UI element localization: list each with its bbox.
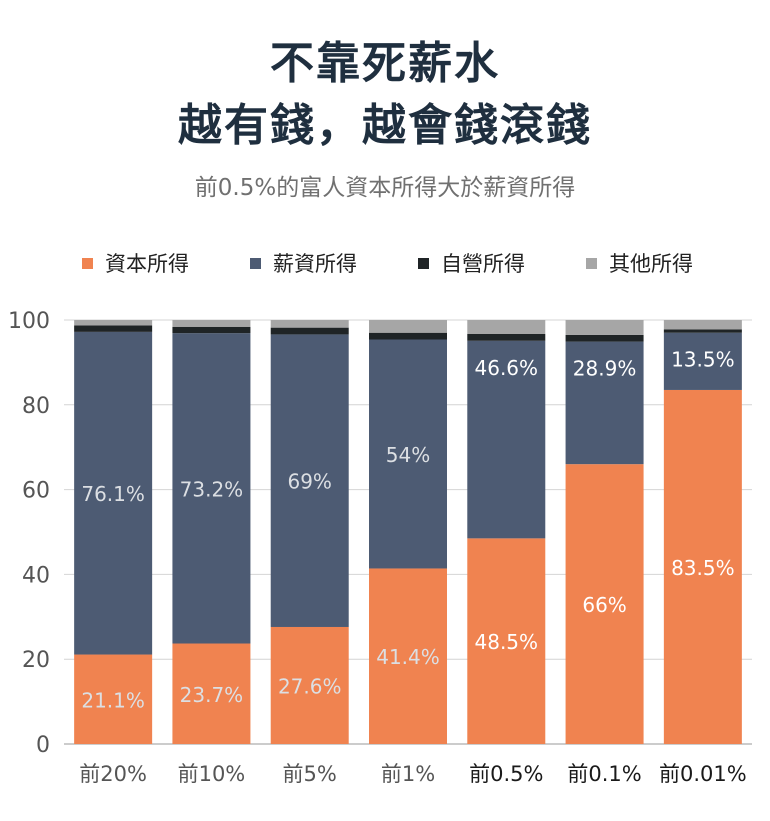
- y-tick-label: 40: [22, 563, 50, 588]
- data-label-salary: 13.5%: [671, 348, 735, 372]
- legend: 資本所得 薪資所得 自營所得 其他所得: [0, 248, 770, 278]
- bar-segment-salary: [369, 339, 447, 569]
- chart-title-line1: 不靠死薪水: [270, 38, 500, 89]
- bar-segment-self-employed: [74, 325, 153, 332]
- y-tick-label: 100: [8, 309, 50, 334]
- x-tick-label: 前1%: [381, 762, 435, 786]
- bar-segment-self-employed: [663, 329, 742, 333]
- data-label-salary: 73.2%: [180, 477, 244, 501]
- bar-segment-salary: [270, 334, 349, 627]
- legend-item-salary: 薪資所得: [250, 248, 357, 278]
- bar-segment-other: [369, 320, 447, 333]
- data-label-capital: 41.4%: [376, 645, 440, 669]
- data-label-capital: 23.7%: [180, 683, 244, 707]
- chart-subtitle: 前0.5%的富人資本所得大於薪資所得: [194, 175, 576, 201]
- x-tick-label: 前0.01%: [659, 762, 747, 786]
- x-tick-label: 前10%: [178, 762, 246, 786]
- bar-segment-salary: [663, 332, 742, 390]
- bar-segment-self-employed: [172, 326, 251, 334]
- x-tick-label: 前20%: [79, 762, 147, 786]
- y-tick-label: 0: [36, 733, 50, 758]
- chart-title-line2: 越有錢，越會錢滾錢: [178, 100, 592, 151]
- legend-swatch-other: [586, 257, 597, 269]
- data-label-salary: 46.6%: [475, 356, 539, 380]
- data-label-capital: 66%: [582, 593, 626, 617]
- legend-label-salary: 薪資所得: [273, 252, 357, 276]
- legend-label-self-employed: 自營所得: [441, 252, 525, 276]
- bar-segment-self-employed: [467, 333, 546, 341]
- legend-item-other: 其他所得: [586, 248, 693, 278]
- legend-swatch-salary: [250, 257, 261, 269]
- bar-segment-capital: [467, 538, 546, 744]
- legend-item-self-employed: 自營所得: [418, 248, 525, 278]
- legend-item-capital: 資本所得: [82, 248, 189, 278]
- bar-segment-capital: [565, 464, 644, 744]
- x-tick-label: 前0.5%: [469, 762, 543, 786]
- bar-segment-self-employed: [270, 327, 349, 335]
- bar-segment-other: [172, 320, 251, 327]
- data-label-salary: 28.9%: [573, 357, 637, 381]
- bar-segment-self-employed: [565, 334, 644, 342]
- bar-segment-salary: [74, 331, 153, 655]
- legend-swatch-capital: [82, 257, 93, 269]
- bar-segment-salary: [565, 341, 644, 465]
- bar-segment-salary: [467, 340, 546, 539]
- bar-segment-capital: [663, 389, 742, 744]
- legend-label-other: 其他所得: [609, 252, 693, 276]
- bar-segment-other: [74, 320, 153, 326]
- bar-segment-capital: [74, 654, 153, 744]
- x-tick-label: 前0.1%: [567, 762, 641, 786]
- data-label-capital: 83.5%: [671, 556, 735, 580]
- bar-segment-other: [270, 320, 349, 328]
- bar-segment-other: [467, 320, 546, 334]
- bar-segment-salary: [172, 333, 251, 644]
- bar-segment-other: [663, 320, 742, 330]
- y-tick-label: 80: [22, 394, 50, 419]
- legend-label-capital: 資本所得: [105, 252, 189, 276]
- legend-swatch-self-employed: [418, 257, 429, 269]
- data-label-salary: 54%: [386, 443, 430, 467]
- bar-segment-other: [565, 320, 644, 335]
- data-label-capital: 21.1%: [81, 688, 145, 712]
- data-label-salary: 76.1%: [81, 482, 145, 506]
- bar-segment-self-employed: [369, 332, 447, 340]
- y-tick-label: 60: [22, 479, 50, 504]
- bar-segment-capital: [270, 626, 349, 744]
- x-tick-label: 前5%: [283, 762, 337, 786]
- data-label-salary: 69%: [287, 470, 331, 494]
- y-tick-label: 20: [22, 648, 50, 673]
- data-label-capital: 27.6%: [278, 674, 342, 698]
- data-label-capital: 48.5%: [475, 630, 539, 654]
- bar-segment-capital: [369, 568, 447, 744]
- bar-segment-capital: [172, 643, 251, 744]
